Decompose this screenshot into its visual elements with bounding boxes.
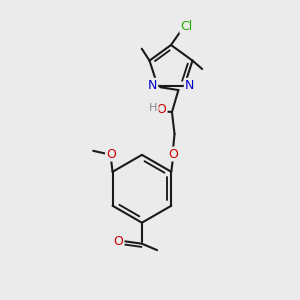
Text: O: O [157,103,166,116]
Text: O: O [106,148,116,160]
Text: O: O [114,235,124,248]
Text: Cl: Cl [180,20,193,33]
Text: H: H [149,103,158,113]
Text: N: N [148,79,157,92]
Text: O: O [168,148,178,160]
Text: N: N [185,79,194,92]
